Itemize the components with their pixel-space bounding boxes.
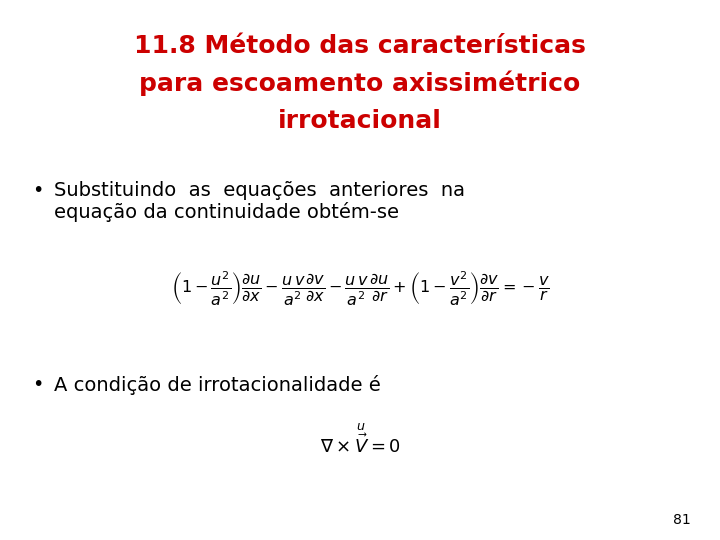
Text: •: • [32,375,44,394]
Text: Substituindo  as  equações  anteriores  na: Substituindo as equações anteriores na [54,181,465,200]
Text: 81: 81 [673,512,691,526]
Text: •: • [32,181,44,200]
Text: $\nabla \times \overset{u}{\vec{V}} = 0$: $\nabla \times \overset{u}{\vec{V}} = 0$ [320,423,400,457]
Text: A condição de irrotacionalidade é: A condição de irrotacionalidade é [54,375,381,395]
Text: para escoamento axissimétrico: para escoamento axissimétrico [140,71,580,97]
Text: equação da continuidade obtém-se: equação da continuidade obtém-se [54,202,399,222]
Text: 11.8 Método das características: 11.8 Método das características [134,34,586,58]
Text: $\left(1-\dfrac{u^2}{a^2}\right)\dfrac{\partial u}{\partial x}-\dfrac{u\,v}{a^2}: $\left(1-\dfrac{u^2}{a^2}\right)\dfrac{\… [171,269,549,308]
Text: irrotacional: irrotacional [278,110,442,133]
